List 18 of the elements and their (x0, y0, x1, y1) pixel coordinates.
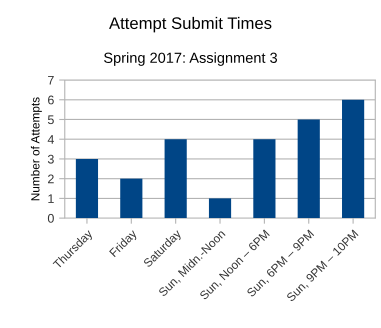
bar (253, 139, 276, 218)
bar (342, 100, 364, 218)
y-tick-label: 6 (48, 96, 54, 104)
y-tick-label: 2 (48, 174, 54, 184)
bar (164, 139, 187, 218)
y-tick-label: 5 (48, 115, 54, 124)
chart-title: Attempt Submit Times (109, 16, 272, 32)
bar (298, 119, 320, 218)
bar (208, 198, 232, 218)
y-tick-label: 4 (48, 135, 54, 144)
y-axis-title: Number of Attempts (30, 97, 42, 200)
bar (76, 158, 98, 218)
y-tick-label: 0 (48, 214, 54, 223)
bar (120, 178, 142, 218)
y-tick-label: 7 (48, 76, 54, 85)
chart-subtitle: Spring 2017: Assignment 3 (104, 52, 278, 66)
y-tick-label: 3 (48, 154, 54, 164)
y-tick-label: 1 (48, 194, 54, 203)
